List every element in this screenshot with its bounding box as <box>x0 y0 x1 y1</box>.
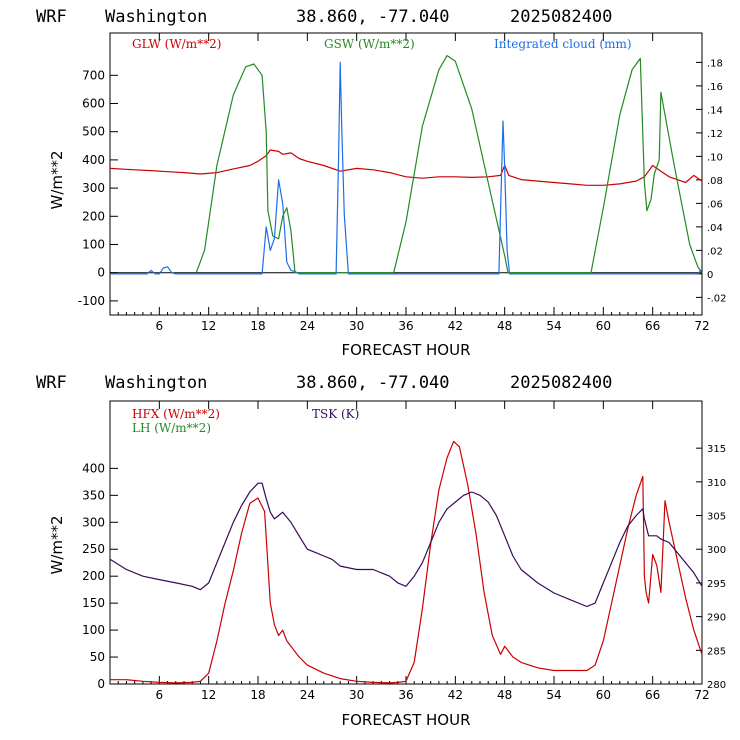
x-tick-label: 66 <box>645 688 660 702</box>
x-tick-label: 66 <box>645 319 660 333</box>
series-group <box>109 54 703 275</box>
legend-lh: LH (W/m**2) <box>132 421 211 435</box>
y-axis-right: -.02 0 .02 .04 .06 .08 .10 .12 .14 .16 .18 <box>696 58 727 304</box>
y-tick-label: 150 <box>82 596 105 610</box>
header-coords: 38.860, -77.040 <box>296 373 450 393</box>
flux-chart: 6 12 18 24 30 36 42 48 54 60 66 72 0 50 100 150 200 250 3… <box>48 400 726 729</box>
y2-tick-label: 310 <box>707 478 726 489</box>
x-tick-label: 18 <box>250 319 265 333</box>
y-tick-label: 300 <box>82 181 105 195</box>
x-tick-label: 48 <box>497 319 512 333</box>
x-tick-label: 60 <box>596 319 611 333</box>
y2-tick-label: .06 <box>707 199 723 210</box>
y2-tick-label: .18 <box>707 58 723 69</box>
y2-tick-label: 305 <box>707 512 726 523</box>
header-location: Washington <box>105 373 207 393</box>
y-tick-label: 50 <box>90 650 105 664</box>
x-tick-label: 42 <box>448 688 463 702</box>
header-date: 2025082400 <box>510 7 612 27</box>
x-axis: 6 12 18 24 30 36 42 48 54 60 66 72 <box>117 33 710 333</box>
x-axis-label: FORECAST HOUR <box>341 711 470 729</box>
y-tick-label: 350 <box>82 488 105 502</box>
x-tick-label: 12 <box>201 688 216 702</box>
x-tick-label: 36 <box>398 688 413 702</box>
series-group <box>109 440 703 684</box>
y-tick-label: 0 <box>97 266 105 280</box>
series-line-2 <box>109 482 703 608</box>
y2-tick-label: .12 <box>707 129 723 140</box>
series-line-2 <box>110 61 703 275</box>
y-tick-label: 200 <box>82 569 105 583</box>
plot-frame <box>109 400 703 685</box>
y-tick-label: 250 <box>82 542 105 556</box>
y-tick-label: 0 <box>97 677 105 691</box>
header-model: WRF <box>36 373 67 393</box>
x-tick-label: 30 <box>349 319 364 333</box>
x-tick-label: 48 <box>497 688 512 702</box>
y-axis-label: W/m**2 <box>48 515 66 574</box>
y-tick-label: 100 <box>82 623 105 637</box>
x-tick-label: 6 <box>156 319 164 333</box>
legend-cloud: Integrated cloud (mm) <box>494 37 632 51</box>
x-tick-label: 24 <box>300 319 315 333</box>
y2-tick-label: .10 <box>707 152 723 163</box>
y2-tick-label: -.02 <box>707 293 727 304</box>
series-line-0 <box>110 440 703 684</box>
x-axis-label: FORECAST HOUR <box>341 341 470 359</box>
x-tick-label: 18 <box>250 688 265 702</box>
series-line-0 <box>109 149 703 186</box>
x-tick-label: 60 <box>596 688 611 702</box>
x-tick-label: 6 <box>156 688 164 702</box>
x-tick-label: 72 <box>694 688 709 702</box>
header-model: WRF <box>36 7 67 27</box>
x-tick-label: 12 <box>201 319 216 333</box>
y2-tick-label: 290 <box>707 613 726 624</box>
y2-tick-label: 300 <box>707 545 726 556</box>
header-date: 2025082400 <box>510 373 612 393</box>
header-bottom: WRF Washington 38.860, -77.040 202508240… <box>36 373 612 393</box>
y-axis-left: 0 50 100 150 200 250 300 350 400 <box>82 461 118 691</box>
header-location: Washington <box>105 7 207 27</box>
x-tick-label: 54 <box>546 688 561 702</box>
x-tick-label: 72 <box>694 319 709 333</box>
x-axis: 6 12 18 24 30 36 42 48 54 60 66 72 <box>117 401 710 702</box>
x-tick-label: 30 <box>349 688 364 702</box>
x-tick-label: 36 <box>398 319 413 333</box>
y-tick-label: -100 <box>78 294 105 308</box>
series-line-1 <box>195 54 703 274</box>
x-tick-label: 24 <box>300 688 315 702</box>
y2-tick-label: 295 <box>707 579 726 590</box>
y-tick-label: 700 <box>82 68 105 82</box>
legend-tsk: TSK (K) <box>312 407 359 421</box>
y-tick-label: 100 <box>82 238 105 252</box>
header-coords: 38.860, -77.040 <box>296 7 450 27</box>
y2-tick-label: 315 <box>707 444 726 455</box>
y-tick-label: 500 <box>82 125 105 139</box>
y2-tick-label: .16 <box>707 82 723 93</box>
y-axis-label: W/m**2 <box>48 150 66 209</box>
legend-gsw: GSW (W/m**2) <box>324 37 415 51</box>
y-tick-label: 300 <box>82 515 105 529</box>
x-tick-label: 54 <box>546 319 561 333</box>
header-top: WRF Washington 38.860, -77.040 202508240… <box>36 7 612 27</box>
radiation-chart: 6 12 18 24 30 36 42 48 54 60 66 72 -100 0 100 200 300 40… <box>48 32 727 359</box>
y2-tick-label: .14 <box>707 105 723 116</box>
y2-tick-label: .04 <box>707 223 723 234</box>
y-axis-right: 280 285 290 295 300 305 310 315 <box>696 444 726 691</box>
y2-tick-label: 285 <box>707 646 726 657</box>
y-tick-label: 400 <box>82 153 105 167</box>
y2-tick-label: .08 <box>707 176 723 187</box>
y2-tick-label: 0 <box>707 270 713 281</box>
y-tick-label: 200 <box>82 209 105 223</box>
y-axis-left: -100 0 100 200 300 400 500 600 700 <box>78 68 118 308</box>
y2-tick-label: 280 <box>707 680 726 691</box>
legend-glw: GLW (W/m**2) <box>132 37 221 51</box>
x-tick-label: 42 <box>448 319 463 333</box>
y-tick-label: 600 <box>82 97 105 111</box>
y2-tick-label: .02 <box>707 246 723 257</box>
legend-hfx: HFX (W/m**2) <box>132 407 220 421</box>
y-tick-label: 400 <box>82 461 105 475</box>
